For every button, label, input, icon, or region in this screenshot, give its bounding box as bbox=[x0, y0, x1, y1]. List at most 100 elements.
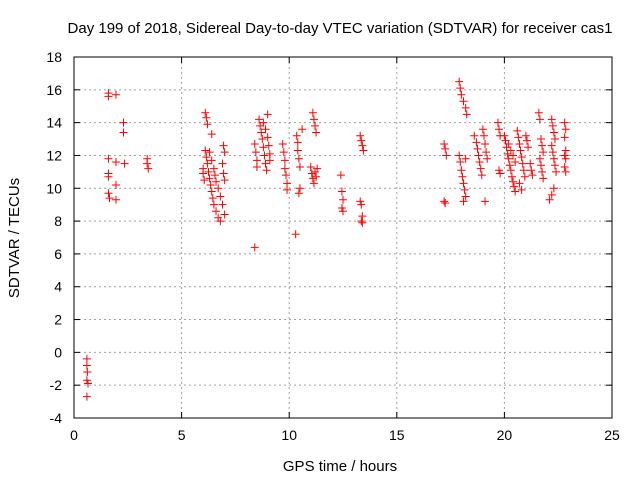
data-point bbox=[549, 184, 558, 193]
data-point bbox=[547, 190, 556, 199]
data-point bbox=[457, 90, 466, 99]
data-point bbox=[207, 130, 216, 139]
data-point bbox=[477, 171, 486, 180]
data-point bbox=[476, 164, 485, 173]
y-tick-label: 12 bbox=[46, 147, 62, 163]
data-point bbox=[104, 92, 113, 101]
data-point bbox=[262, 166, 271, 175]
data-point bbox=[293, 138, 302, 147]
x-tick-label: 0 bbox=[70, 427, 78, 443]
data-point bbox=[440, 197, 449, 206]
data-point bbox=[550, 135, 559, 144]
data-point bbox=[263, 110, 272, 119]
data-point bbox=[517, 185, 526, 194]
data-point bbox=[311, 121, 320, 130]
data-point bbox=[356, 131, 365, 140]
data-point bbox=[560, 162, 569, 171]
data-point bbox=[520, 172, 529, 181]
data-point bbox=[358, 218, 367, 227]
data-point bbox=[143, 159, 152, 168]
y-tick-label: 6 bbox=[54, 246, 62, 262]
data-point bbox=[472, 138, 481, 147]
data-point bbox=[278, 139, 287, 148]
data-point bbox=[474, 151, 483, 160]
data-point bbox=[461, 103, 470, 112]
data-point bbox=[518, 159, 527, 168]
y-tick-label: 10 bbox=[46, 180, 62, 196]
chart-title: Day 199 of 2018, Sidereal Day-to-day VTE… bbox=[68, 20, 613, 37]
data-point bbox=[504, 139, 513, 148]
data-point bbox=[312, 128, 321, 137]
data-point bbox=[119, 118, 128, 127]
data-point bbox=[292, 131, 301, 140]
data-point bbox=[281, 171, 290, 180]
data-point bbox=[295, 184, 304, 193]
data-point bbox=[550, 161, 559, 170]
data-point bbox=[539, 148, 548, 157]
data-point bbox=[261, 159, 270, 168]
axis-ticks: 0 5 10 15 20 25 -4 -2 0 2 4 6 8 10 12 14 16 18 bbox=[46, 49, 620, 443]
y-tick-label: 8 bbox=[54, 213, 62, 229]
data-point bbox=[505, 161, 514, 170]
data-point bbox=[517, 153, 526, 162]
data-point bbox=[258, 135, 267, 144]
data-point bbox=[479, 131, 488, 140]
data-point bbox=[441, 199, 450, 208]
y-tick-label: 2 bbox=[54, 312, 62, 328]
data-point bbox=[473, 144, 482, 153]
data-point bbox=[561, 125, 570, 134]
data-point bbox=[524, 143, 533, 152]
data-point bbox=[295, 162, 304, 171]
data-point bbox=[279, 148, 288, 157]
data-point bbox=[483, 154, 492, 163]
data-point bbox=[202, 153, 211, 162]
data-point bbox=[459, 97, 468, 106]
data-point bbox=[311, 167, 320, 176]
data-point bbox=[506, 166, 515, 175]
data-point bbox=[560, 118, 569, 127]
data-point bbox=[252, 162, 261, 171]
data-point bbox=[263, 133, 272, 142]
data-point bbox=[203, 120, 212, 129]
data-point bbox=[259, 143, 268, 152]
data-point bbox=[461, 192, 470, 201]
data-point bbox=[552, 167, 561, 176]
data-point bbox=[207, 187, 216, 196]
data-point bbox=[119, 128, 128, 137]
plot-frame bbox=[73, 56, 613, 419]
data-point bbox=[560, 151, 569, 160]
data-point bbox=[214, 213, 223, 222]
data-point bbox=[509, 177, 518, 186]
data-point bbox=[339, 195, 347, 204]
data-point bbox=[495, 166, 504, 175]
data-point bbox=[201, 146, 210, 155]
data-point bbox=[560, 133, 569, 142]
data-point bbox=[82, 376, 91, 385]
data-point bbox=[111, 90, 120, 99]
y-tick-label: 14 bbox=[46, 115, 62, 131]
data-point bbox=[200, 176, 209, 185]
data-point bbox=[548, 121, 557, 130]
data-point bbox=[298, 125, 307, 134]
x-tick-label: 25 bbox=[604, 427, 620, 443]
data-point bbox=[516, 146, 525, 155]
data-point bbox=[83, 368, 92, 377]
data-point bbox=[462, 110, 471, 119]
data-point bbox=[309, 179, 318, 188]
data-point bbox=[313, 164, 322, 173]
data-point bbox=[506, 146, 515, 155]
data-point bbox=[359, 146, 368, 155]
data-point bbox=[561, 167, 570, 176]
data-point bbox=[283, 185, 292, 194]
data-point bbox=[496, 169, 505, 178]
x-tick-label: 15 bbox=[389, 427, 405, 443]
data-point bbox=[111, 180, 120, 189]
data-point bbox=[502, 143, 511, 152]
data-point bbox=[509, 151, 518, 160]
data-point bbox=[312, 172, 321, 181]
data-point bbox=[260, 151, 269, 160]
data-point bbox=[356, 197, 365, 206]
data-point bbox=[507, 172, 516, 181]
data-point bbox=[209, 164, 218, 173]
data-point bbox=[293, 146, 302, 155]
